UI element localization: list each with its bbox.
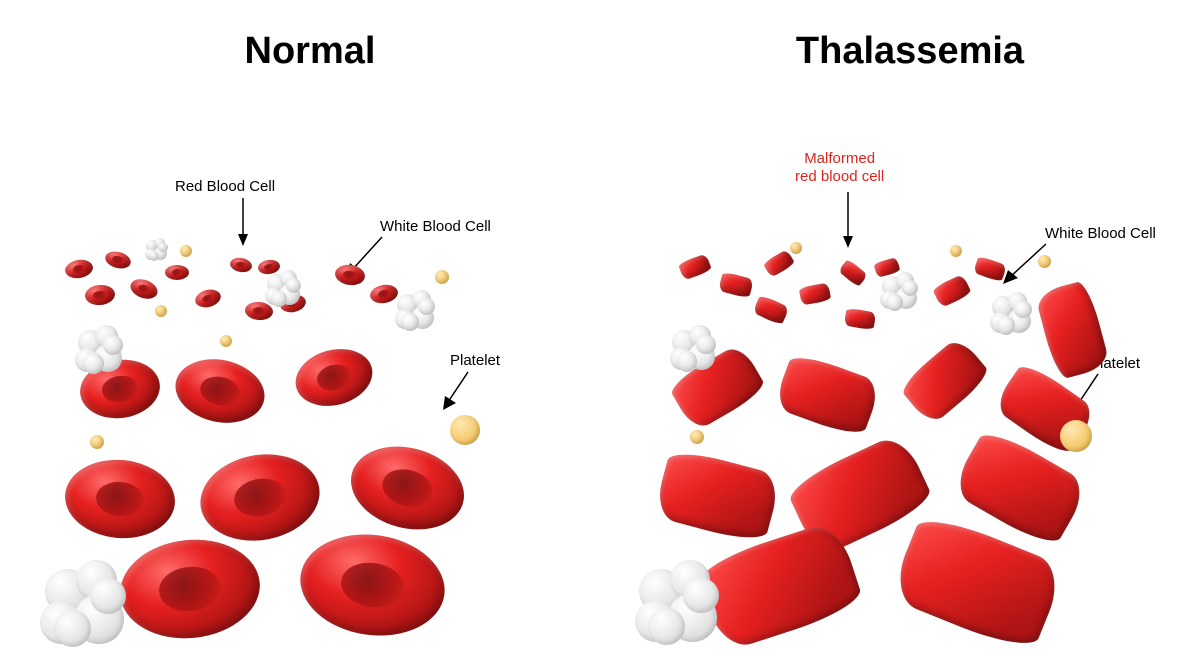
red-blood-cell bbox=[115, 533, 264, 645]
platelet bbox=[790, 242, 802, 254]
red-blood-cell bbox=[294, 525, 452, 644]
malformed-red-blood-cell bbox=[799, 283, 832, 306]
label-rbc: Red Blood Cell bbox=[175, 178, 275, 195]
malformed-red-blood-cell bbox=[718, 271, 754, 299]
platelet bbox=[435, 270, 449, 284]
red-blood-cell bbox=[170, 351, 271, 430]
red-blood-cell bbox=[342, 434, 474, 541]
malformed-red-blood-cell bbox=[678, 253, 712, 280]
panel-normal: Normal Red Blood Cell White Blood Cell P… bbox=[20, 0, 600, 600]
wbc-cluster bbox=[40, 560, 130, 650]
wbc-cluster bbox=[880, 272, 920, 312]
platelet bbox=[220, 335, 232, 347]
platelet bbox=[90, 435, 104, 449]
red-blood-cell bbox=[165, 265, 189, 280]
label-malformed-l1: Malformed bbox=[804, 150, 875, 167]
malformed-red-blood-cell bbox=[653, 446, 783, 545]
platelet bbox=[450, 415, 480, 445]
platelet bbox=[950, 245, 962, 257]
wbc-cluster bbox=[145, 238, 169, 262]
malformed-red-blood-cell bbox=[1034, 279, 1110, 380]
red-blood-cell bbox=[193, 287, 223, 310]
cell-area-thalassemia bbox=[620, 230, 1200, 600]
title-normal: Normal bbox=[20, 30, 600, 73]
red-blood-cell bbox=[289, 341, 379, 414]
platelet bbox=[180, 245, 192, 257]
platelet bbox=[1060, 420, 1092, 452]
label-malformed-l2: red blood cell bbox=[795, 168, 884, 185]
red-blood-cell bbox=[64, 258, 95, 281]
title-thalassemia: Thalassemia bbox=[620, 30, 1200, 73]
red-blood-cell bbox=[128, 276, 160, 302]
platelet bbox=[155, 305, 167, 317]
red-blood-cell bbox=[229, 256, 253, 274]
red-blood-cell bbox=[84, 284, 116, 307]
wbc-cluster bbox=[670, 325, 718, 373]
red-blood-cell bbox=[62, 455, 178, 542]
malformed-red-blood-cell bbox=[973, 255, 1007, 282]
wbc-cluster bbox=[265, 270, 303, 308]
malformed-red-blood-cell bbox=[932, 274, 972, 308]
red-blood-cell bbox=[103, 249, 132, 271]
malformed-red-blood-cell bbox=[763, 249, 796, 278]
platelet bbox=[690, 430, 704, 444]
wbc-cluster bbox=[395, 290, 437, 332]
wbc-cluster bbox=[635, 560, 723, 648]
label-malformed: Malformed red blood cell bbox=[795, 150, 884, 186]
malformed-red-blood-cell bbox=[752, 294, 789, 326]
platelet bbox=[1038, 255, 1051, 268]
wbc-cluster bbox=[75, 325, 125, 375]
malformed-red-blood-cell bbox=[898, 335, 993, 426]
malformed-red-blood-cell bbox=[773, 351, 883, 440]
cell-area-normal bbox=[20, 230, 600, 600]
panel-thalassemia: Thalassemia Malformed red blood cell Whi… bbox=[620, 0, 1200, 600]
red-blood-cell bbox=[334, 263, 366, 287]
malformed-red-blood-cell bbox=[838, 259, 868, 288]
wbc-cluster bbox=[990, 292, 1034, 336]
malformed-red-blood-cell bbox=[844, 308, 877, 331]
red-blood-cell bbox=[194, 445, 327, 550]
